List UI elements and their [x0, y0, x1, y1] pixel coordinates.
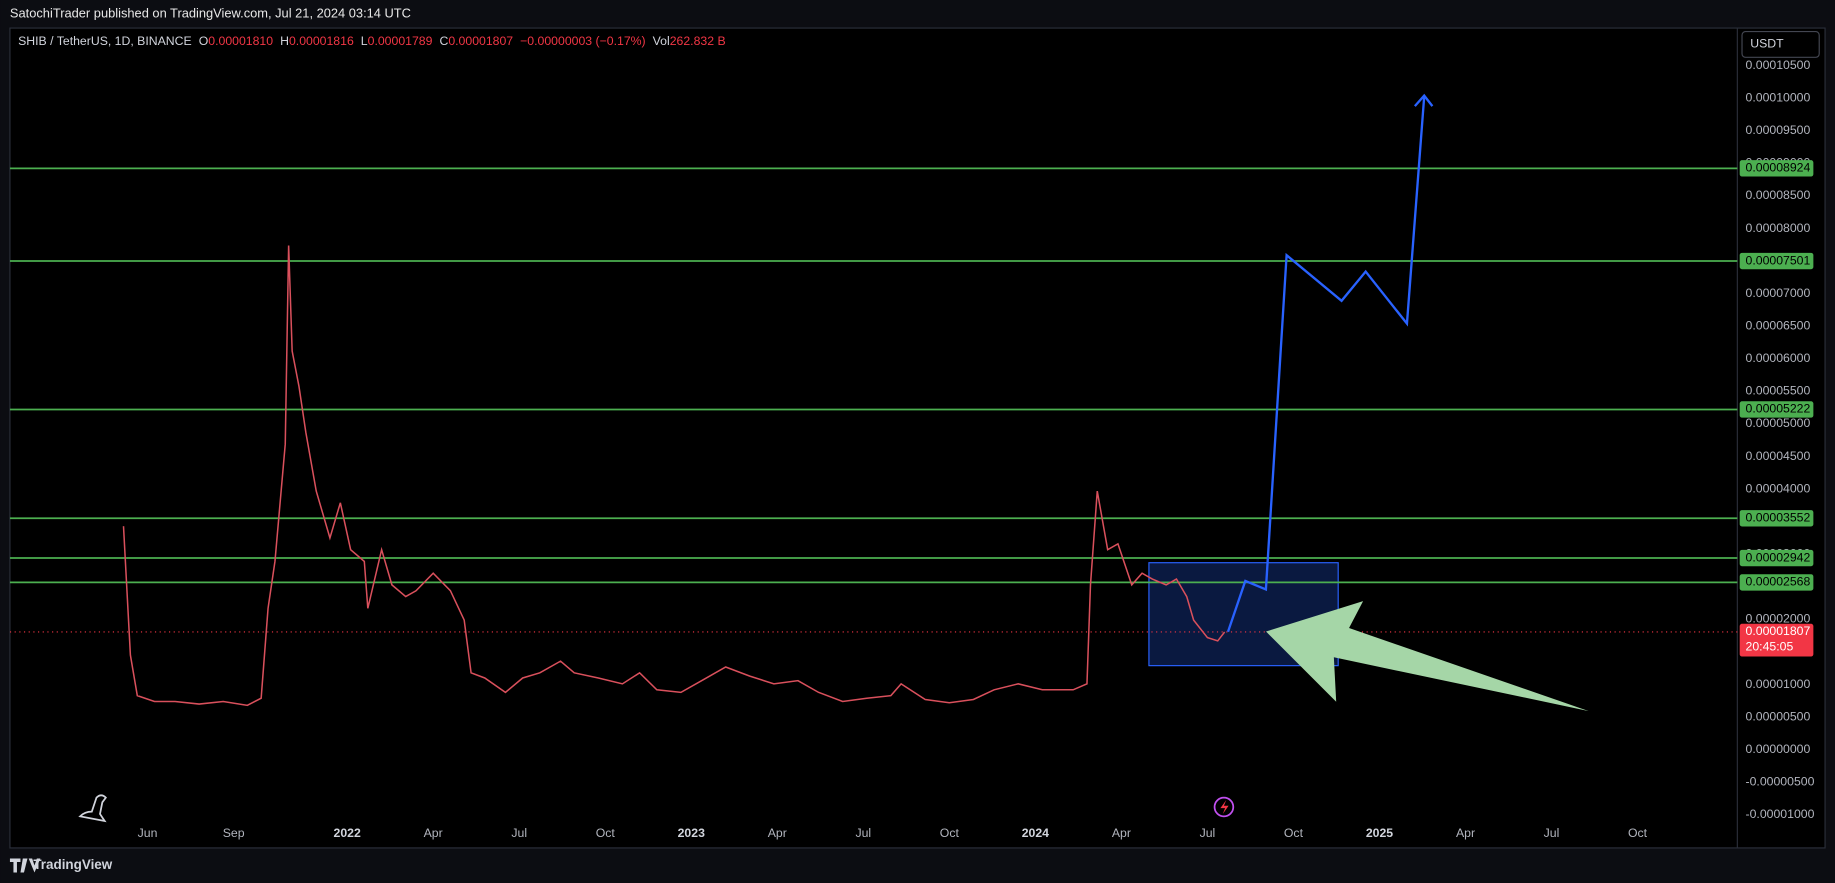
volume-value: 262.832 B — [670, 34, 726, 48]
level-label: 0.00007501 — [1746, 253, 1811, 267]
x-tick-label: Jul — [1200, 826, 1216, 840]
y-tick-label: 0.00010500 — [1746, 58, 1811, 72]
volume-label: Vol — [653, 34, 670, 48]
x-tick-label: Apr — [424, 826, 443, 840]
x-tick-label: Oct — [940, 826, 960, 840]
footer-brand: TradingView — [33, 857, 112, 872]
level-label-box — [1739, 401, 1814, 418]
x-tick-label: Jul — [855, 826, 871, 840]
event-bolt — [1220, 799, 1229, 814]
projection-arrowhead — [1413, 93, 1434, 107]
last-price-box — [1739, 623, 1814, 657]
y-tick-label: -0.00000500 — [1746, 775, 1815, 789]
y-tick-label: 0.00007000 — [1746, 286, 1811, 300]
chart-pane — [9, 27, 1826, 849]
y-tick-label: 0.00006500 — [1746, 318, 1811, 332]
y-tick-label: 0.00004500 — [1746, 449, 1811, 463]
x-tick-label: 2022 — [334, 826, 361, 840]
projection-path — [1226, 95, 1426, 633]
publish-header: SatochiTrader published on TradingView.c… — [10, 5, 411, 20]
tradingview-logo — [9, 858, 41, 873]
x-tick-label: 2024 — [1022, 826, 1049, 840]
x-tick-label: Jul — [511, 826, 527, 840]
level-label: 0.00003552 — [1746, 511, 1811, 525]
symbol-name: SHIB / TetherUS, 1D, BINANCE — [18, 34, 192, 48]
bar-countdown: 20:45:05 — [1746, 639, 1794, 653]
dino-icon — [78, 794, 108, 823]
level-label-box — [1739, 549, 1814, 567]
y-tick-label: 0.00006000 — [1746, 351, 1811, 365]
y-tick-label: 0.00002000 — [1746, 612, 1811, 626]
x-tick-label: Apr — [1112, 826, 1131, 840]
x-tick-label: Oct — [1284, 826, 1304, 840]
y-tick-label: 0.00008000 — [1746, 221, 1811, 235]
change-value: −0.00000003 (−0.17%) — [520, 34, 645, 48]
x-tick-label: 2023 — [678, 826, 705, 840]
level-label: 0.00002568 — [1746, 575, 1811, 589]
x-tick-label: Apr — [1456, 826, 1475, 840]
x-tick-label: Jul — [1544, 826, 1560, 840]
currency-button[interactable] — [1741, 30, 1820, 58]
y-tick-label: 0.00000000 — [1746, 742, 1811, 756]
low-value: 0.00001789 — [368, 34, 433, 48]
x-tick-label: Oct — [596, 826, 616, 840]
level-label-box — [1739, 252, 1814, 270]
y-tick-label: 0.00005000 — [1746, 416, 1811, 430]
close-value: 0.00001807 — [448, 34, 513, 48]
y-tick-label: -0.00001000 — [1746, 807, 1815, 821]
level-label: 0.00005222 — [1746, 402, 1811, 416]
high-label: H — [280, 34, 289, 48]
level-label: 0.00008924 — [1746, 161, 1811, 175]
y-tick-label: 0.00005500 — [1746, 384, 1811, 398]
x-tick-label: Oct — [1628, 826, 1648, 840]
y-tick-label: 0.00000500 — [1746, 709, 1811, 723]
y-tick-label: 0.00010000 — [1746, 90, 1811, 104]
x-tick-label: Apr — [768, 826, 787, 840]
currency-label: USDT — [1750, 37, 1784, 51]
level-label-box — [1739, 510, 1814, 527]
x-tick-label: 2025 — [1366, 826, 1393, 840]
y-tick-label: 0.00008500 — [1746, 188, 1811, 202]
open-label: O — [199, 34, 209, 48]
event-icon — [1213, 796, 1235, 818]
high-value: 0.00001816 — [289, 34, 354, 48]
price-line — [122, 245, 1226, 707]
close-label: C — [439, 34, 448, 48]
y-tick-label: 0.00004000 — [1746, 481, 1811, 495]
level-label-box — [1739, 574, 1814, 591]
x-tick-label: Jun — [138, 826, 158, 840]
symbol-legend: SHIB / TetherUS, 1D, BINANCE O0.00001810 H… — [18, 34, 726, 48]
y-tick-label: 0.00009500 — [1746, 123, 1811, 137]
y-tick-label: 0.00001000 — [1746, 677, 1811, 691]
x-tick-label: Sep — [223, 826, 245, 840]
last-price-label: 0.00001807 — [1746, 624, 1811, 638]
low-label: L — [361, 34, 368, 48]
open-value: 0.00001810 — [208, 34, 273, 48]
level-label: 0.00002942 — [1746, 550, 1811, 564]
level-label-box — [1739, 160, 1814, 177]
green-arrow — [1266, 601, 1589, 712]
